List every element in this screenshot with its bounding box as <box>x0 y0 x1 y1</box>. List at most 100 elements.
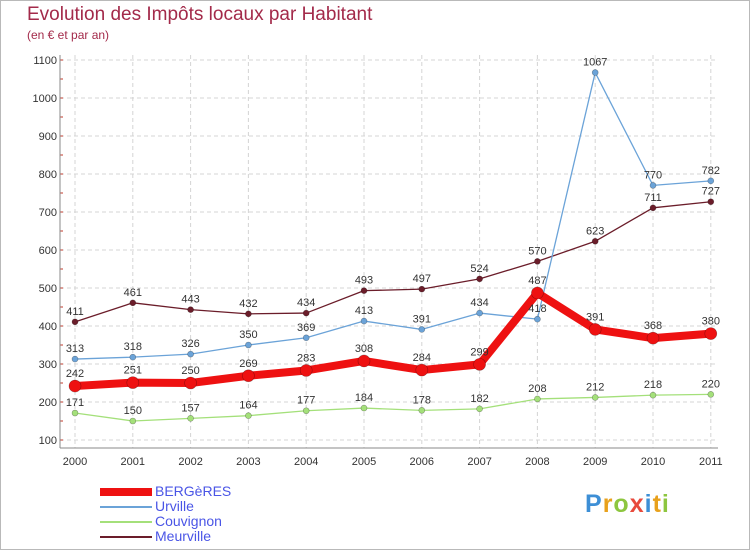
data-label-couvignon: 184 <box>355 392 373 404</box>
data-label-berg-res: 269 <box>239 358 257 370</box>
data-point-meurville <box>187 306 194 313</box>
data-point-meurville <box>418 285 426 293</box>
data-point-urville <box>649 182 657 189</box>
logo-letter: i <box>661 490 670 518</box>
data-label-meurville: 461 <box>124 287 142 299</box>
data-point-berg-res <box>588 323 602 336</box>
data-label-meurville: 570 <box>528 245 546 257</box>
data-point-couvignon <box>649 391 657 399</box>
y-tick-label: 100 <box>39 435 57 447</box>
data-label-berg-res: 368 <box>644 320 662 332</box>
data-point-urville <box>534 315 541 323</box>
data-point-couvignon <box>129 417 137 425</box>
series-line-berg-res <box>71 288 715 391</box>
logo-letter: i <box>644 490 653 518</box>
logo-letter: o <box>613 490 630 518</box>
data-label-urville: 313 <box>66 343 84 355</box>
data-label-couvignon: 164 <box>239 400 257 412</box>
y-tick-label: 200 <box>39 397 57 409</box>
data-point-couvignon <box>71 409 79 417</box>
x-tick-label: 2011 <box>699 456 723 468</box>
data-label-berg-res: 284 <box>413 352 431 364</box>
data-label-couvignon: 220 <box>702 378 720 390</box>
data-point-urville <box>129 353 137 361</box>
series-line-couvignon <box>74 393 712 422</box>
data-label-urville: 782 <box>702 165 720 177</box>
data-label-couvignon: 182 <box>470 393 488 405</box>
series-line-urville <box>74 71 712 360</box>
data-point-meurville <box>245 310 252 318</box>
data-point-meurville <box>71 318 79 326</box>
data-label-berg-res: 380 <box>702 316 720 328</box>
y-tick-label: 800 <box>39 169 57 181</box>
x-tick-label: 2002 <box>178 456 202 468</box>
logo-letter: P <box>585 490 603 518</box>
data-label-couvignon: 150 <box>124 405 142 417</box>
data-label-berg-res: 299 <box>470 346 488 358</box>
data-label-urville: 770 <box>644 169 662 181</box>
data-label-couvignon: 177 <box>297 395 315 407</box>
data-label-couvignon: 208 <box>528 383 546 395</box>
data-label-couvignon: 157 <box>181 402 199 414</box>
data-label-berg-res: 391 <box>586 311 604 323</box>
data-point-berg-res <box>357 354 371 368</box>
data-label-berg-res: 251 <box>124 365 142 377</box>
data-point-urville <box>418 326 426 333</box>
axes: 100 200 300 400 500 600 700 800 900 1000 1100 2000 2… <box>33 55 723 468</box>
legend-swatch-couvignon <box>100 521 152 523</box>
data-label-urville: 326 <box>181 338 199 350</box>
data-label-meurville: 434 <box>297 297 315 309</box>
data-point-couvignon <box>534 395 541 403</box>
y-tick-label: 1000 <box>33 93 57 105</box>
data-point-urville <box>591 69 599 76</box>
data-point-couvignon <box>476 405 483 413</box>
data-label-urville: 434 <box>470 297 488 309</box>
data-point-couvignon <box>245 412 252 419</box>
data-point-urville <box>302 334 310 342</box>
data-point-berg-res <box>415 363 429 377</box>
data-point-meurville <box>302 309 310 317</box>
data-label-meurville: 524 <box>470 263 488 275</box>
logo-letter: x <box>629 490 645 518</box>
chart-subtitle: (en € et par an) <box>27 28 110 42</box>
data-point-berg-res <box>184 376 197 390</box>
data-point-meurville <box>534 258 541 265</box>
data-point-meurville <box>360 287 368 294</box>
legend-label-meurville: Meurville <box>155 528 212 544</box>
data-label-meurville: 727 <box>702 186 720 198</box>
legend-swatch-urville <box>100 506 152 508</box>
data-label-couvignon: 212 <box>586 381 604 393</box>
data-point-urville <box>245 341 252 349</box>
data-point-couvignon <box>302 407 310 415</box>
y-tick-label: 700 <box>39 207 57 219</box>
legend-label-urville: Urville <box>155 498 194 514</box>
y-tick-label: 400 <box>39 321 57 333</box>
data-point-meurville <box>707 198 715 206</box>
data-point-urville <box>360 317 368 325</box>
data-label-berg-res: 242 <box>66 368 84 380</box>
data-label-urville: 369 <box>297 322 315 334</box>
data-label-meurville: 623 <box>586 225 604 237</box>
x-tick-label: 2008 <box>525 456 549 468</box>
y-tick-label: 900 <box>39 131 57 143</box>
data-label-berg-res: 283 <box>297 352 315 364</box>
data-label-urville: 391 <box>413 313 431 325</box>
data-point-couvignon <box>707 391 715 398</box>
x-tick-label: 2009 <box>583 456 607 468</box>
x-tick-label: 2006 <box>410 456 434 468</box>
data-point-berg-res <box>531 286 544 300</box>
data-point-berg-res <box>126 376 140 389</box>
data-point-berg-res <box>68 379 82 393</box>
data-label-meurville: 411 <box>66 306 84 318</box>
data-point-urville <box>71 355 79 363</box>
chart-title: Evolution des Impôts locaux par Habitant <box>27 4 373 25</box>
legend-swatch-meurville <box>100 536 152 538</box>
data-label-meurville: 497 <box>413 273 431 285</box>
legend-label-couvignon: Couvignon <box>155 513 222 529</box>
series-line-meurville <box>74 201 712 323</box>
proxiti-logo: Proxiti <box>585 490 670 519</box>
grid <box>60 55 718 448</box>
data-point-couvignon <box>418 407 426 414</box>
